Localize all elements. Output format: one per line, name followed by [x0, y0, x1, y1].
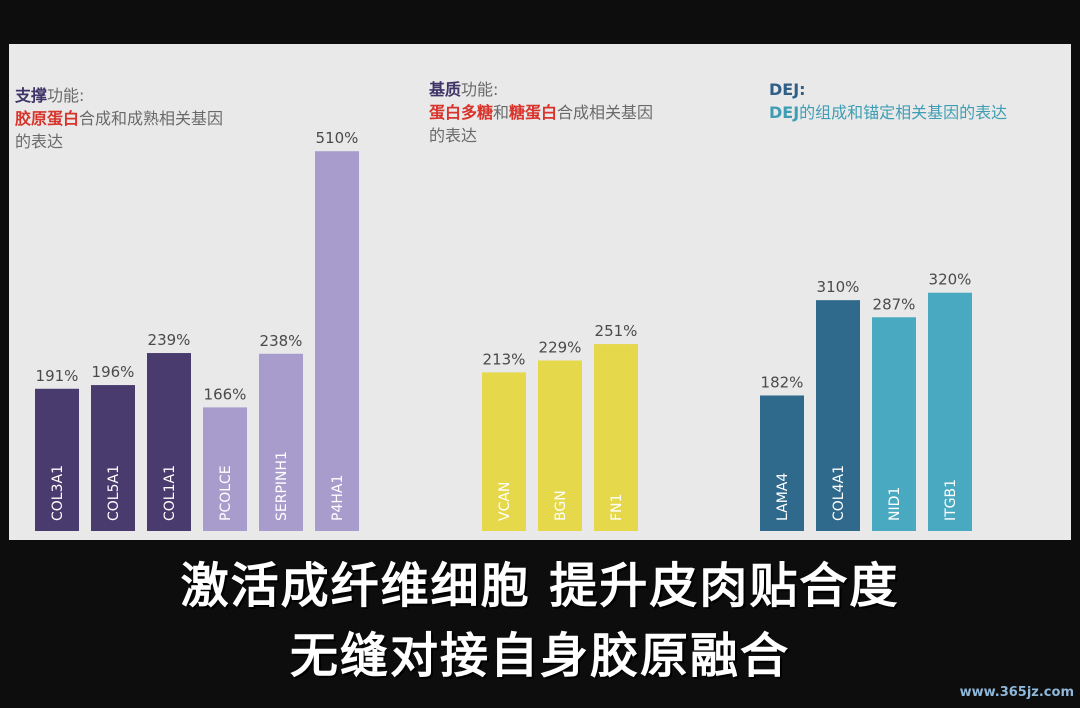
value-label-col1a1: 239% — [148, 331, 191, 349]
value-label-serpinh1: 238% — [260, 332, 303, 350]
bar-serpinh1 — [259, 353, 303, 531]
gene-label-p4ha1: P4HA1 — [330, 475, 346, 521]
bar-fn1 — [594, 344, 638, 531]
bar-p4ha1 — [315, 151, 359, 531]
gene-label-col4a1: COL4A1 — [831, 465, 847, 521]
gene-label-itgb1: ITGB1 — [943, 479, 959, 521]
group-dej-desc: DEJ的组成和锚定相关基因的表达 — [769, 103, 1008, 122]
group-dej-text: DEJ: DEJ的组成和锚定相关基因的表达 — [769, 78, 1007, 124]
group-dej-title: DEJ: — [769, 80, 806, 99]
gene-label-fn1: FN1 — [609, 494, 625, 521]
gene-label-bgn: BGN — [553, 490, 569, 521]
gene-label-vcan: VCAN — [497, 482, 513, 521]
group-support-title: 支撑功能: — [15, 86, 85, 105]
caption-line-2: 无缝对接自身胶原融合 — [289, 628, 790, 684]
bar-itgb1 — [928, 292, 972, 531]
watermark-text: www.365jz.com — [959, 685, 1074, 700]
bar-vcan — [482, 372, 526, 531]
group-support-desc: 胶原蛋白合成和成熟相关基因 — [15, 109, 224, 128]
caption-line-1: 激活成纤维细胞 提升皮肉贴合度 — [180, 558, 900, 614]
value-label-vcan: 213% — [483, 350, 526, 368]
value-label-col5a1: 196% — [92, 363, 135, 381]
bar-lama4 — [760, 395, 804, 531]
bar-nid1 — [872, 317, 916, 531]
gene-label-col5a1: COL5A1 — [106, 465, 122, 521]
group-support-text: 支撑功能: 胶原蛋白合成和成熟相关基因 的表达 — [15, 84, 223, 153]
gene-label-col1a1: COL1A1 — [162, 465, 178, 521]
value-label-fn1: 251% — [595, 322, 638, 340]
gene-label-serpinh1: SERPINH1 — [274, 451, 290, 521]
bar-col3a1 — [35, 388, 79, 531]
bar-chart: 191% COL3A1 196% COL5A1 239% COL1A1 166% PCOLCE… — [35, 129, 972, 531]
gene-label-pcolce: PCOLCE — [218, 465, 234, 521]
group-support-desc-line2: 的表达 — [15, 132, 64, 151]
group-matrix-text: 基质功能: 蛋白多糖和糖蛋白合成相关基因 的表达 — [429, 78, 653, 147]
bar-col4a1 — [816, 300, 860, 531]
group-matrix-title: 基质功能: — [429, 80, 499, 99]
gene-label-col3a1: COL3A1 — [50, 465, 66, 521]
value-label-lama4: 182% — [761, 373, 804, 391]
bar-bgn — [538, 360, 582, 531]
value-label-p4ha1: 510% — [316, 129, 359, 147]
value-label-col4a1: 310% — [817, 278, 860, 296]
value-label-nid1: 287% — [873, 295, 916, 313]
value-label-pcolce: 166% — [204, 385, 247, 403]
group-matrix-desc-line2: 的表达 — [429, 126, 478, 145]
group-matrix-desc: 蛋白多糖和糖蛋白合成相关基因 — [429, 103, 654, 122]
bar-pcolce — [203, 407, 247, 531]
chart-panel: 支撑功能: 胶原蛋白合成和成熟相关基因 的表达 基质功能: 蛋白多糖和糖蛋白合成… — [9, 44, 1071, 540]
gene-label-lama4: LAMA4 — [775, 473, 791, 521]
bar-col1a1 — [147, 353, 191, 531]
value-label-itgb1: 320% — [929, 271, 972, 289]
value-label-col3a1: 191% — [36, 367, 79, 385]
bar-col5a1 — [91, 385, 135, 531]
value-label-bgn: 229% — [539, 338, 582, 356]
gene-label-nid1: NID1 — [887, 487, 903, 521]
